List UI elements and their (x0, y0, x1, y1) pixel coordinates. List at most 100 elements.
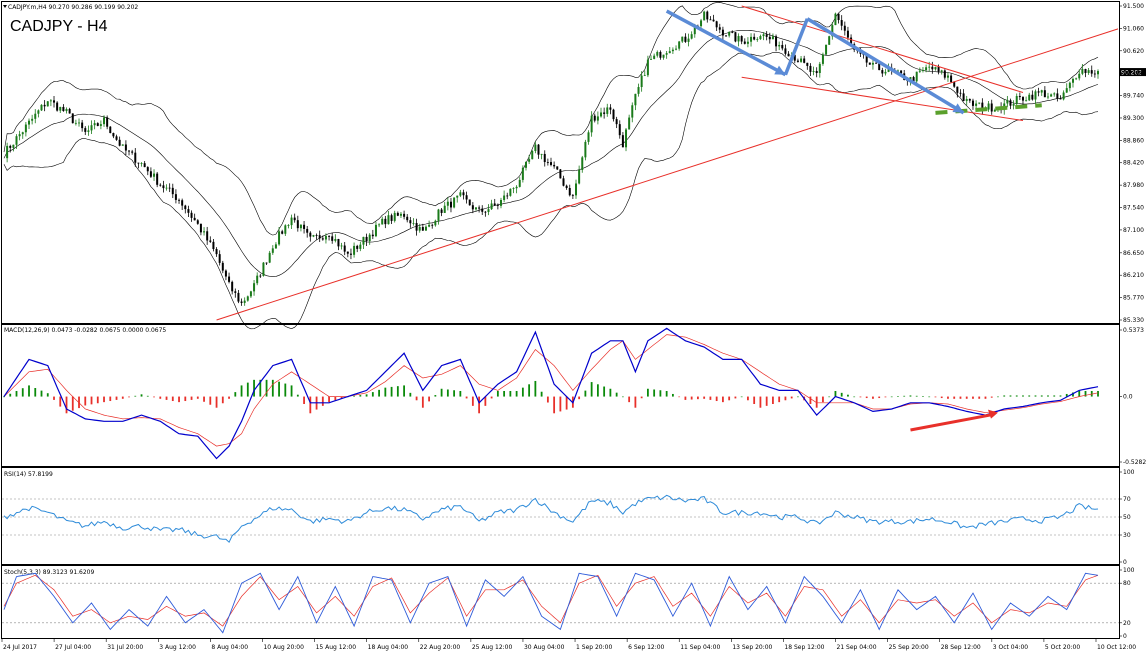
macd-hist-bar-positive (1040, 395, 1043, 397)
macd-hist-bar-negative (103, 396, 105, 403)
price-axis-label: 89.300 (1123, 115, 1144, 122)
candle-bear (496, 205, 499, 207)
macd-hist-bar-negative (865, 396, 868, 399)
time-axis-label: 5 Oct 20:00 (1045, 644, 1080, 651)
macd-hist-bar-negative (934, 396, 937, 398)
macd-hist-bar-negative (978, 396, 981, 399)
candle-bear (550, 162, 552, 165)
macd-hist-bar-positive (40, 390, 43, 397)
candle-bull (1065, 88, 1068, 93)
candle-bull (40, 104, 43, 111)
candle-bear (309, 232, 312, 237)
candle-bull (278, 231, 281, 245)
candle-bull (1053, 93, 1056, 95)
candle-bear (1093, 73, 1096, 75)
candle-bear (206, 231, 209, 241)
candle-bull (18, 134, 21, 137)
time-axis-label: 10 Oct 12:00 (1097, 644, 1136, 651)
candle-bear (134, 152, 137, 163)
blue-arrow-down-1 (665, 9, 787, 77)
candle-bull (1071, 78, 1074, 83)
candle-bear (449, 201, 452, 208)
candle-bull (750, 36, 753, 42)
macd-hist-bar-negative (709, 396, 712, 400)
macd-hist-bar-negative (71, 396, 74, 411)
macd-axis-label: -0.5282 (1123, 459, 1146, 466)
candle-bear (190, 212, 193, 218)
candle-bear (959, 92, 962, 94)
macd-hist-bar-positive (897, 396, 899, 397)
candle-bull (675, 48, 678, 50)
macd-hist-bar-positive (34, 388, 37, 397)
price-axis-label: 87.980 (1123, 182, 1144, 189)
time-axis-label: 10 Aug 20:00 (263, 644, 304, 651)
rsi-axis-label: 70 (1123, 496, 1131, 503)
candle-bear (565, 185, 568, 189)
macd-hist-bar-negative (196, 396, 199, 399)
macd-hist-bar-positive (459, 390, 462, 397)
macd-hist-bar-negative (53, 396, 55, 400)
macd-hist-bar-positive (371, 392, 374, 397)
macd-hist-bar-positive (653, 389, 656, 397)
candle-bear (396, 212, 399, 216)
candle-bull (928, 66, 931, 68)
macd-hist-bar-positive (240, 385, 243, 397)
candle-bull (515, 186, 518, 189)
macd-hist-bar-negative (778, 396, 781, 403)
time-axis-label: 3 Oct 04:00 (993, 644, 1028, 651)
candle-bear (562, 178, 565, 186)
candle-bull (78, 122, 81, 124)
candle-bear (875, 62, 878, 64)
macd-hist-bar-negative (90, 396, 93, 405)
macd-hist-bar-positive (534, 380, 537, 397)
candle-bull (1081, 69, 1084, 74)
macd-hist-bar-negative (428, 396, 430, 402)
candle-bear (156, 173, 159, 185)
candle-bull (459, 192, 462, 196)
candle-bull (387, 215, 390, 225)
candle-bull (37, 110, 40, 114)
candle-bear (968, 99, 971, 101)
macd-hist-bar-negative (484, 396, 487, 406)
candle-bull (340, 245, 343, 247)
macd-hist-bar-positive (515, 390, 518, 397)
candle-bull (531, 151, 534, 160)
candle-bear (231, 281, 234, 292)
candle-bear (796, 60, 799, 62)
macd-hist-bar-positive (1072, 392, 1074, 397)
macd-hist-bar-negative (84, 396, 87, 406)
macd-hist-bar-negative (953, 396, 956, 399)
candle-bull (165, 187, 168, 189)
macd-hist-bar-positive (403, 385, 405, 397)
candle-bear (240, 301, 243, 303)
macd-hist-bar-positive (509, 390, 512, 397)
candle-bear (128, 150, 131, 152)
candle-bear (259, 275, 262, 277)
candle-bear (209, 240, 212, 242)
candle-bull (871, 62, 874, 65)
candle-bear (753, 36, 756, 40)
candle-bull (274, 244, 277, 249)
axis-labels: 91.500 91.060 90.620 90.180 89.740 89.300 88.8… (1, 3, 1146, 651)
macd-hist-bar-positive (1022, 395, 1024, 397)
candle-bear (181, 200, 184, 206)
macd-hist-bar-positive (665, 390, 668, 397)
panel-dropdown-icon[interactable] (3, 5, 7, 8)
candle-bear (953, 82, 956, 87)
candle-bull (443, 205, 446, 213)
candle-bull (434, 220, 437, 226)
blue-arrow-down-2 (806, 17, 965, 115)
macd-hist-bar-positive (134, 395, 137, 397)
candle-bear (546, 162, 549, 163)
macd-hist-bar-positive (390, 386, 393, 397)
candle-bull (140, 163, 143, 165)
candle-bull (1034, 91, 1037, 100)
stoch-series (2, 572, 1119, 634)
candle-bear (612, 109, 615, 120)
candle-bear (684, 36, 687, 42)
candle-bear (146, 167, 149, 172)
candle-bull (93, 123, 96, 126)
macd-hist-bar-negative (303, 396, 305, 404)
candle-bull (368, 234, 371, 242)
candle-bull (534, 144, 537, 152)
